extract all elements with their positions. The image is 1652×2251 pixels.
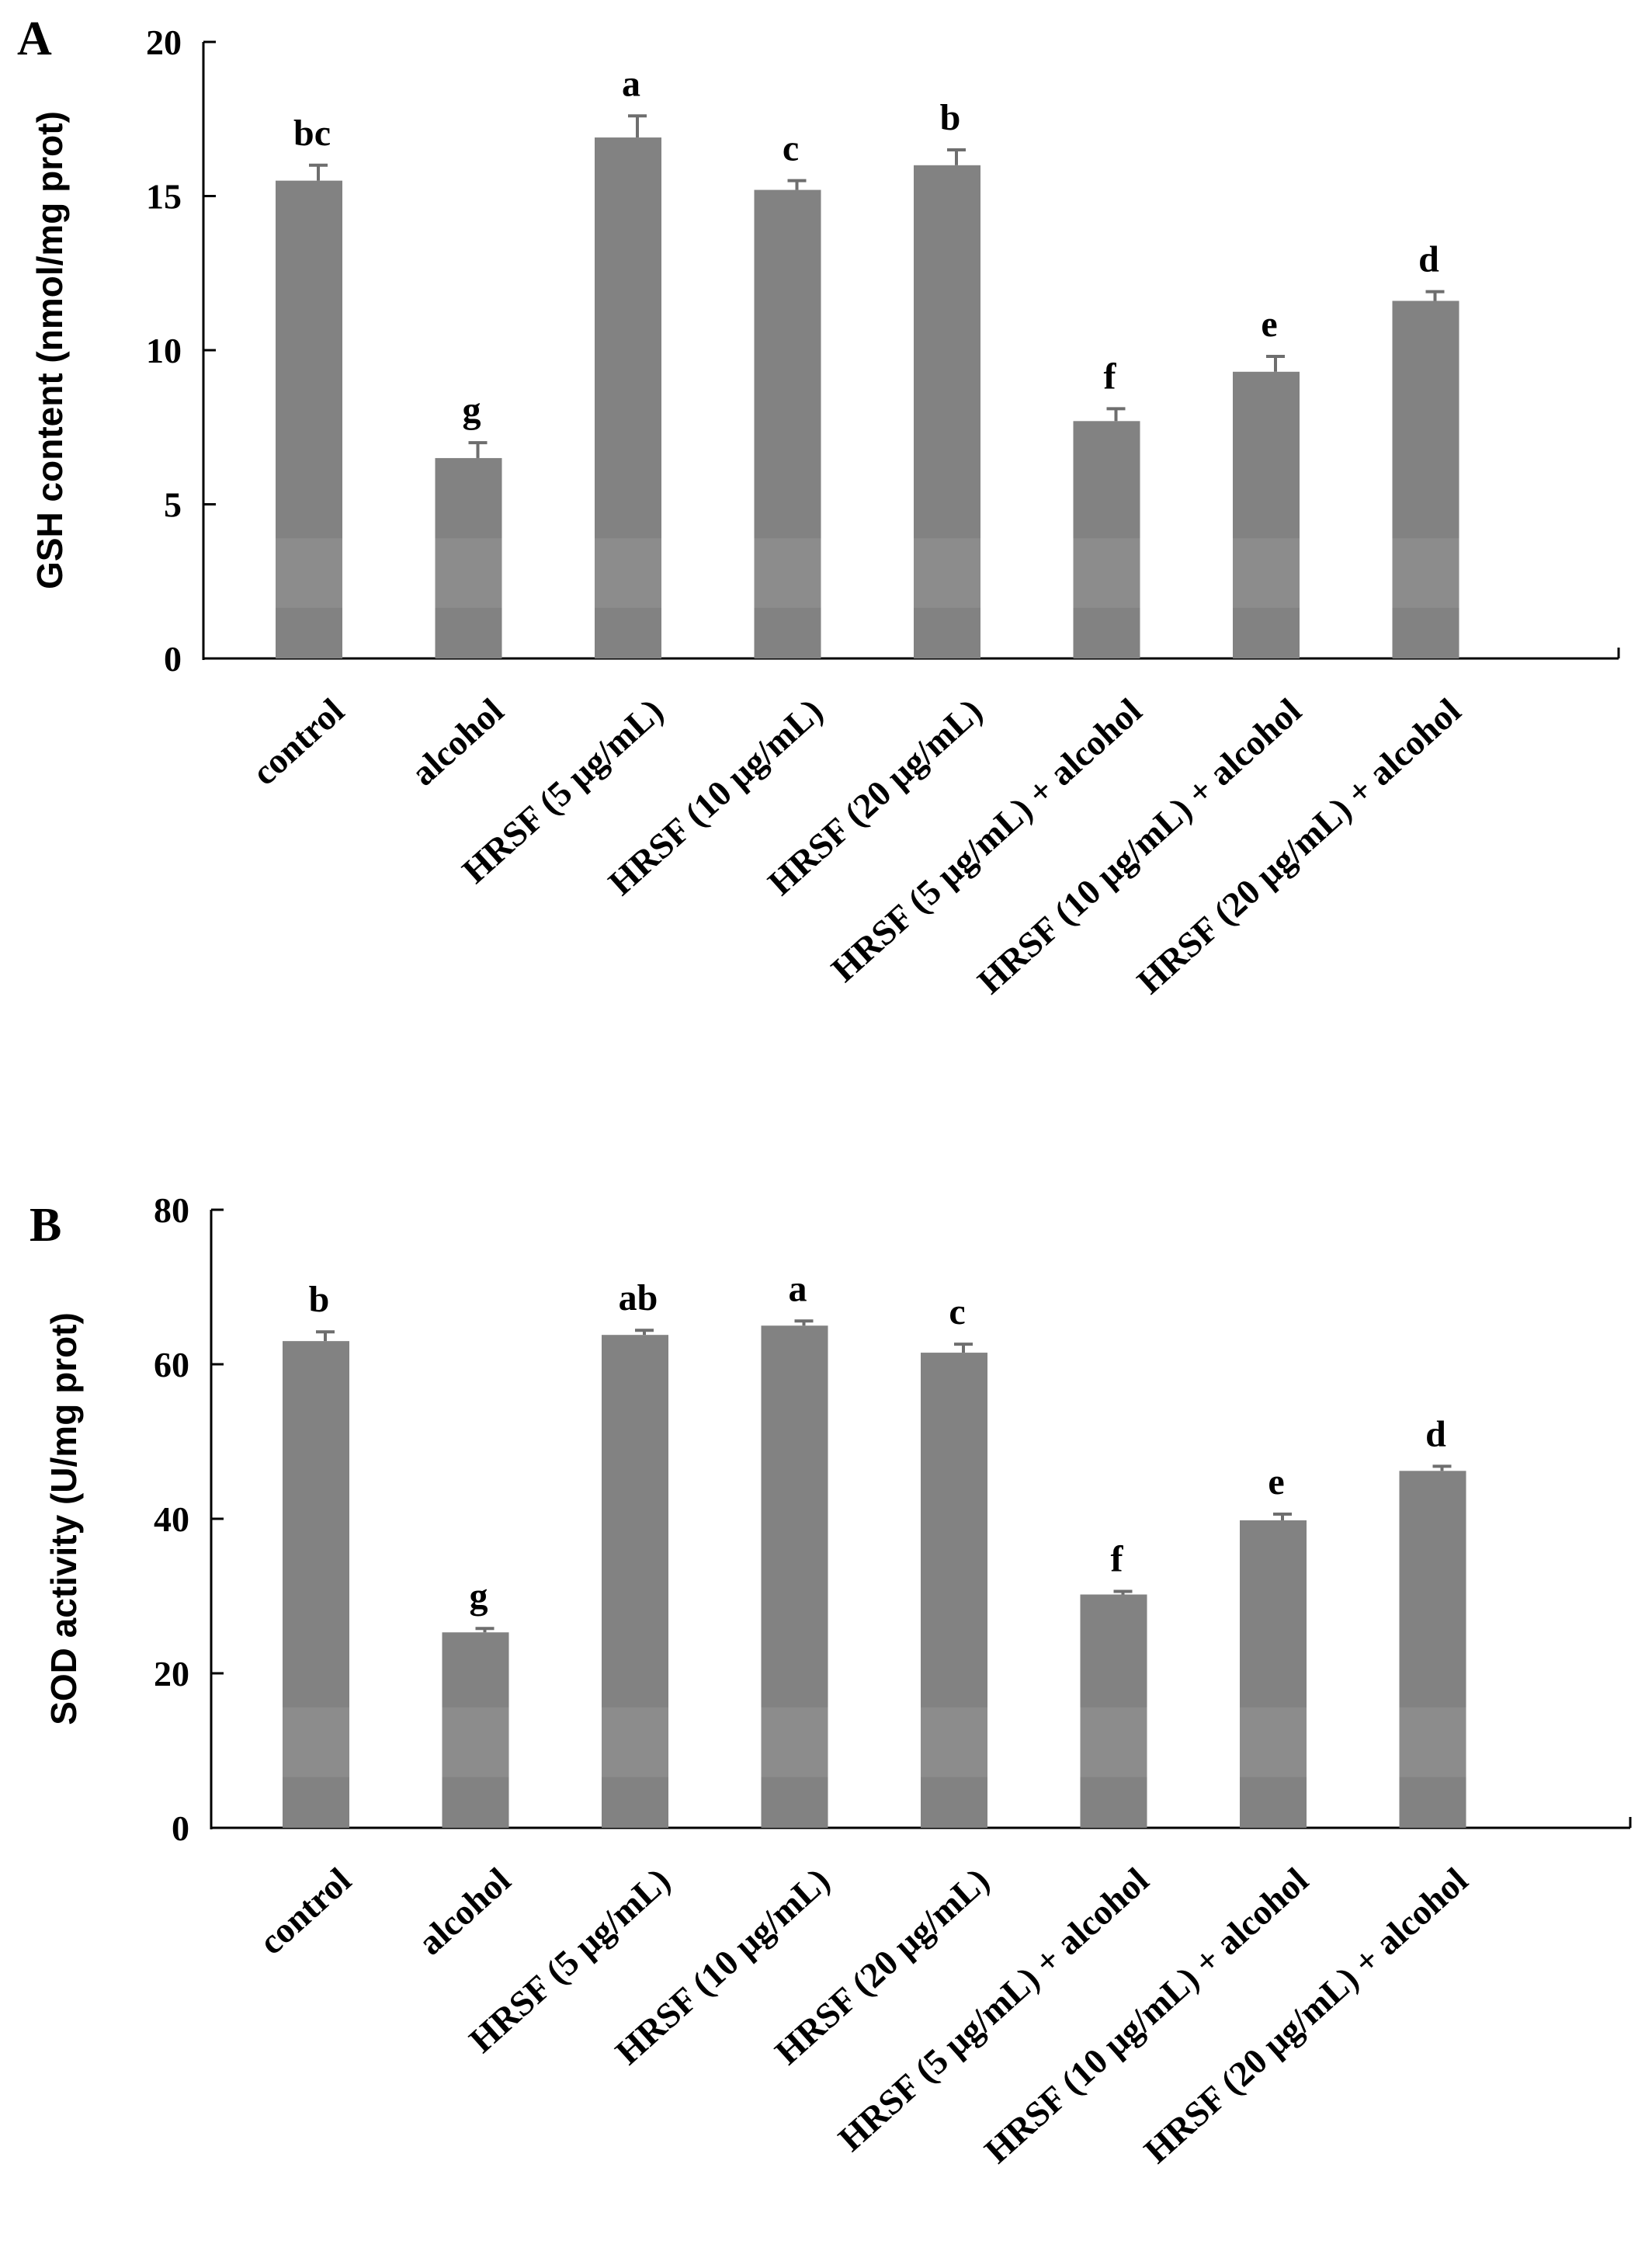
panel-a-category-label: HRSF (5 μg/mL) + alcohol (824, 691, 1149, 990)
panel-b-significance-label: ab (619, 1277, 658, 1318)
panel-b-bar (1240, 1520, 1307, 1828)
panel-a-bar-band (1233, 538, 1300, 608)
panel-a-letter: A (17, 12, 52, 65)
panel-b-chart: B 0 20 40 60 80 SOD activity (U/mg prot) b contr… (30, 1190, 1632, 2171)
panel-a-bar-band (1073, 538, 1140, 608)
panel-b-y-tick-label: 40 (154, 1499, 189, 1539)
panel-b-y-axis-label: SOD activity (U/mg prot) (43, 1312, 84, 1725)
panel-b-bar-band (761, 1707, 828, 1777)
panel-a-significance-label: e (1261, 304, 1277, 345)
panel-a-bar (1233, 371, 1300, 658)
panel-b-category-label: HRSF (5 μg/mL) + alcohol (831, 1860, 1156, 2159)
panel-b-category-label: alcohol (411, 1860, 519, 1963)
panel-a-y-tick-label: 10 (146, 331, 182, 370)
panel-b-significance-label: f (1111, 1539, 1124, 1580)
panel-a-y-axis-label: GSH content (nmol/mg prot) (30, 111, 70, 589)
panel-b-letter: B (30, 1199, 61, 1252)
panel-b-y-tick-label: 0 (172, 1808, 189, 1848)
panel-a-bar-band (595, 538, 661, 608)
panel-a-bar-band (914, 538, 980, 608)
panel-b-y-tick-label: 80 (154, 1190, 189, 1230)
panel-b-category-label: control (252, 1860, 359, 1962)
panel-a-significance-label: g (463, 390, 481, 431)
panel-b-category-label: HRSF (10 μg/mL) + alcohol (977, 1860, 1315, 2171)
panel-b-bar-band (283, 1707, 349, 1777)
panel-a-y-tick-label: 20 (146, 23, 182, 62)
panel-a-bar-band (754, 538, 821, 608)
panel-a-bar-band (1392, 538, 1459, 608)
panel-b-bar-band (921, 1707, 987, 1777)
panel-b-bar-band (442, 1707, 509, 1777)
panel-a-y-tick-label: 15 (146, 177, 182, 217)
panel-b-significance-label: a (789, 1268, 807, 1309)
panel-b-y-tick-label: 20 (154, 1654, 189, 1693)
panel-a-significance-label: b (940, 97, 961, 138)
panel-a-bar-band (435, 538, 502, 608)
panel-b-significance-label: d (1425, 1413, 1446, 1454)
panel-b-bar-band (1240, 1707, 1307, 1777)
panel-a-significance-label: a (622, 63, 640, 104)
panel-b-significance-label: e (1268, 1461, 1284, 1502)
panel-a-category-label: alcohol (404, 691, 512, 794)
panel-a-significance-label: bc (293, 113, 331, 154)
panel-a-y-tick-label: 0 (164, 639, 182, 679)
panel-a-category-label: HRSF (10 μg/mL) + alcohol (970, 691, 1308, 1002)
panel-a-category-label: HRSF (20 μg/mL) + alcohol (1130, 691, 1468, 1002)
panel-a-category-label: control (245, 691, 352, 793)
panel-a-bar-band (276, 538, 342, 608)
panel-b-y-tick-label: 60 (154, 1345, 189, 1384)
panel-b-significance-label: c (949, 1291, 965, 1332)
panel-b-significance-label: g (470, 1575, 488, 1617)
panel-b-significance-label: b (309, 1279, 330, 1320)
panel-b-bar-band (1399, 1707, 1466, 1777)
panel-a-significance-label: d (1418, 239, 1439, 280)
panel-b-bar-band (1080, 1707, 1147, 1777)
panel-a-significance-label: c (783, 128, 799, 169)
panel-a-significance-label: f (1104, 356, 1117, 397)
panel-a-y-tick-label: 5 (164, 485, 182, 525)
panel-b-bar-band (602, 1707, 668, 1777)
panel-b-category-label: HRSF (20 μg/mL) + alcohol (1137, 1860, 1475, 2171)
